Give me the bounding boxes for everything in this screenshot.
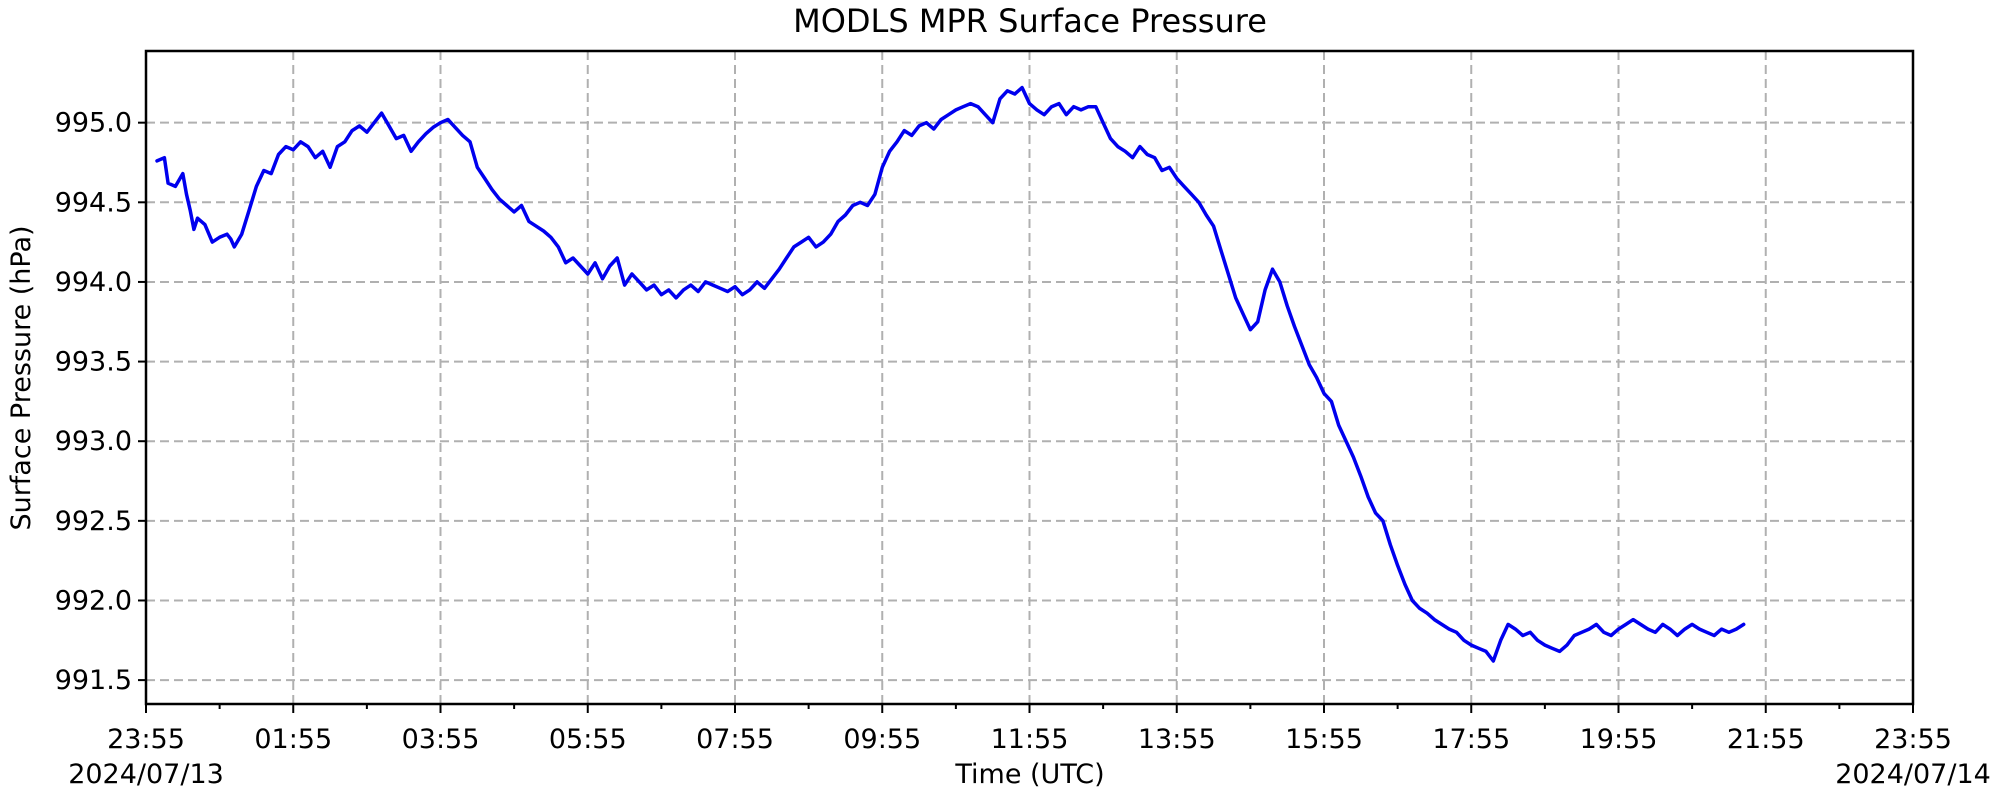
x-tick-label: 09:55 [843, 724, 921, 755]
series-area [155, 85, 1746, 663]
x-tick-label: 07:55 [696, 724, 774, 755]
axis-ticks: 991.5 992.0 992.5 993.0 993.5 994.0 994.5 995.0… [55, 108, 1952, 755]
y-tick-label: 995.0 [55, 108, 132, 139]
x-tick-label: 05:55 [549, 724, 627, 755]
x-tick-label: 19:55 [1580, 724, 1658, 755]
x-tick-label: 13:55 [1138, 724, 1216, 755]
x-tick-label: 01:55 [254, 724, 332, 755]
chart-title: MODLS MPR Surface Pressure [793, 2, 1267, 40]
x-tick-label: 17:55 [1432, 724, 1510, 755]
x-tick-label: 23:55 [107, 724, 185, 755]
x-tick-label: 23:55 [1874, 724, 1952, 755]
y-tick-label: 994.5 [55, 187, 132, 218]
x-tick-label: 15:55 [1285, 724, 1363, 755]
start-date-label: 2024/07/13 [68, 759, 224, 790]
y-tick-label: 994.0 [55, 267, 132, 298]
plot-frame [144, 49, 1915, 706]
grid [146, 51, 1913, 704]
y-tick-label: 992.0 [55, 585, 132, 616]
x-tick-label: 21:55 [1727, 724, 1805, 755]
y-tick-label: 992.5 [55, 506, 132, 537]
end-date-label: 2024/07/14 [1835, 759, 1991, 790]
y-tick-label: 991.5 [55, 665, 132, 696]
y-tick-label: 993.5 [55, 347, 132, 378]
pressure-series-line [155, 85, 1746, 663]
x-tick-label: 03:55 [402, 724, 480, 755]
x-axis-label: Time (UTC) [954, 759, 1104, 790]
x-tick-label: 11:55 [991, 724, 1069, 755]
y-axis-label: Surface Pressure (hPa) [6, 225, 37, 530]
y-tick-label: 993.0 [55, 426, 132, 457]
